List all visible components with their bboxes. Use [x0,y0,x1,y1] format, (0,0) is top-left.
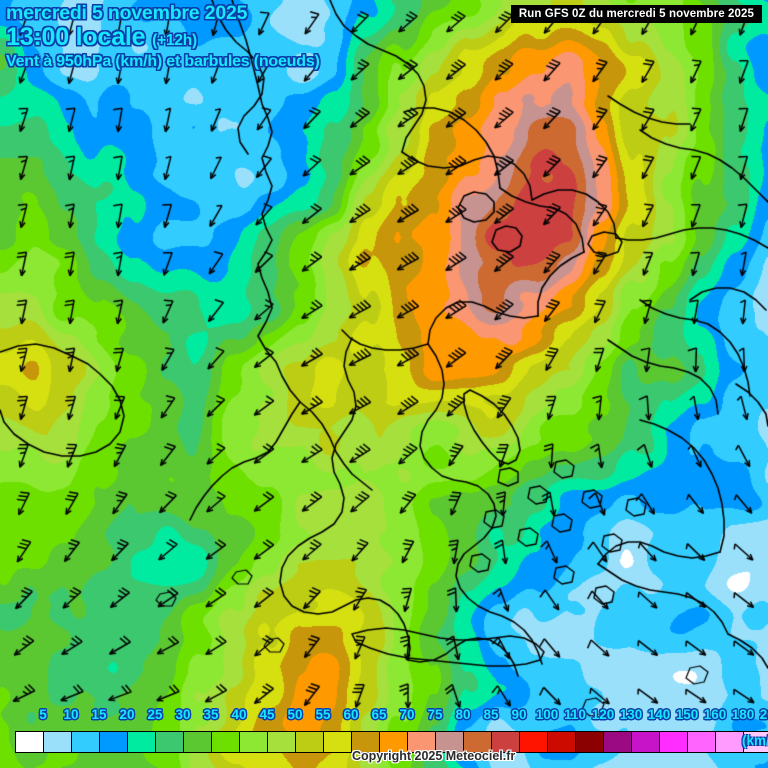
legend-cell [352,732,380,752]
legend-tick: 90 [511,707,527,722]
legend-cell [688,732,716,752]
legend-cell [660,732,688,752]
legend-cell [408,732,436,752]
legend-cell [464,732,492,752]
legend-cell [72,732,100,752]
legend-cell [436,732,464,752]
legend-cell [716,732,744,752]
legend-tick: 50 [287,707,303,722]
legend-cell [520,732,548,752]
legend-tick: 85 [483,707,499,722]
legend-cell [240,732,268,752]
legend-tick: 80 [455,707,471,722]
legend-tick: 75 [427,707,443,722]
legend-cell [576,732,604,752]
legend-cell [380,732,408,752]
legend-tick: 5 [39,707,47,722]
legend-cell [184,732,212,752]
legend-tick: 45 [259,707,275,722]
legend-cell [744,732,768,752]
color-scale-legend: 5 10 15 20 25 30 35 40 45 50 55 60 65 70 75 80 85 90 100 11… [0,705,768,768]
legend-tick: 140 [647,707,671,722]
legend-tick: 55 [315,707,331,722]
legend-tick: 130 [619,707,643,722]
legend-tick: 65 [371,707,387,722]
legend-color-bar [15,731,768,753]
legend-cell [16,732,44,752]
model-run-banner: Run GFS 0Z du mercredi 5 novembre 2025 [510,5,762,23]
legend-cell [324,732,352,752]
legend-tick-labels: 5 10 15 20 25 30 35 40 45 50 55 60 65 70 75 80 85 90 100 11… [0,705,768,729]
legend-tick: 35 [203,707,219,722]
legend-tick: 30 [175,707,191,722]
legend-tick: 15 [91,707,107,722]
legend-tick: 150 [675,707,699,722]
legend-cell [548,732,576,752]
legend-tick: 40 [231,707,247,722]
legend-cell [156,732,184,752]
legend-tick: 100 [535,707,559,722]
legend-tick: 60 [343,707,359,722]
legend-tick: 25 [147,707,163,722]
legend-cell [268,732,296,752]
legend-tick: 200 [759,707,768,722]
legend-tick: 180 [731,707,755,722]
legend-tick: 10 [63,707,79,722]
legend-cell [632,732,660,752]
legend-tick: 70 [399,707,415,722]
legend-tick: 110 [564,707,586,722]
legend-cell [296,732,324,752]
copyright-label: Copyright 2025 Meteociel.fr [352,749,516,763]
legend-cell [212,732,240,752]
legend-tick: 120 [591,707,615,722]
legend-cell [44,732,72,752]
legend-tick: 160 [703,707,727,722]
legend-unit-label: (km/h) [742,733,768,748]
legend-tick: 20 [119,707,135,722]
legend-cell [100,732,128,752]
legend-cell [492,732,520,752]
legend-cell [604,732,632,752]
legend-cell [128,732,156,752]
